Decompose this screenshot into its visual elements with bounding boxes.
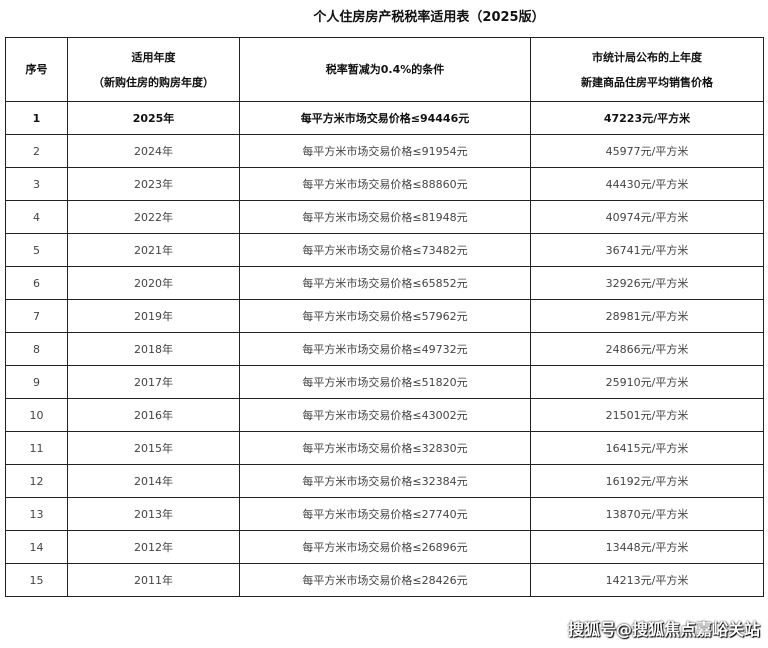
cell-price: 44430元/平方米 [530, 167, 764, 201]
cell-index: 13 [5, 497, 68, 531]
cell-price: 45977元/平方米 [530, 134, 764, 168]
table-header-row: 序号 适用年度 （新购住房的购房年度） 税率暂减为0.4%的条件 市统计局公布的上… [5, 37, 764, 102]
cell-index: 10 [5, 398, 68, 432]
cell-condition: 每平方米市场交易价格≤81948元 [239, 200, 531, 234]
cell-condition: 每平方米市场交易价格≤88860元 [239, 167, 531, 201]
header-price: 市统计局公布的上年度 新建商品住房平均销售价格 [530, 37, 764, 102]
cell-condition: 每平方米市场交易价格≤32830元 [239, 431, 531, 465]
header-year: 适用年度 （新购住房的购房年度） [67, 37, 240, 102]
cell-index: 12 [5, 464, 68, 498]
cell-condition: 每平方米市场交易价格≤49732元 [239, 332, 531, 366]
table-row: 14 2012年 每平方米市场交易价格≤26896元 13448元/平方米 [5, 530, 764, 564]
cell-condition: 每平方米市场交易价格≤43002元 [239, 398, 531, 432]
cell-index: 2 [5, 134, 68, 168]
header-price-line1: 市统计局公布的上年度 [592, 50, 702, 64]
header-year-line1: 适用年度 [131, 50, 176, 64]
cell-index: 8 [5, 332, 68, 366]
cell-condition: 每平方米市场交易价格≤65852元 [239, 266, 531, 300]
cell-index: 1 [5, 101, 68, 135]
cell-price: 13448元/平方米 [530, 530, 764, 564]
cell-price: 40974元/平方米 [530, 200, 764, 234]
page-title: 个人住房房产税税率适用表（2025版） [313, 10, 545, 25]
cell-price: 24866元/平方米 [530, 332, 764, 366]
cell-price: 36741元/平方米 [530, 233, 764, 267]
cell-index: 3 [5, 167, 68, 201]
cell-condition: 每平方米市场交易价格≤28426元 [239, 563, 531, 597]
cell-index: 5 [5, 233, 68, 267]
cell-price: 16415元/平方米 [530, 431, 764, 465]
cell-year: 2016年 [67, 398, 240, 432]
table-row: 11 2015年 每平方米市场交易价格≤32830元 16415元/平方米 [5, 431, 764, 465]
cell-year: 2011年 [67, 563, 240, 597]
cell-price: 21501元/平方米 [530, 398, 764, 432]
cell-index: 6 [5, 266, 68, 300]
cell-condition: 每平方米市场交易价格≤51820元 [239, 365, 531, 399]
cell-condition: 每平方米市场交易价格≤73482元 [239, 233, 531, 267]
cell-year: 2015年 [67, 431, 240, 465]
cell-year: 2014年 [67, 464, 240, 498]
table-row: 5 2021年 每平方米市场交易价格≤73482元 36741元/平方米 [5, 233, 764, 267]
cell-condition: 每平方米市场交易价格≤32384元 [239, 464, 531, 498]
cell-year: 2022年 [67, 200, 240, 234]
header-condition: 税率暂减为0.4%的条件 [239, 37, 531, 102]
cell-index: 9 [5, 365, 68, 399]
cell-year: 2024年 [67, 134, 240, 168]
cell-price: 14213元/平方米 [530, 563, 764, 597]
cell-year: 2021年 [67, 233, 240, 267]
cell-price: 13870元/平方米 [530, 497, 764, 531]
table-row: 6 2020年 每平方米市场交易价格≤65852元 32926元/平方米 [5, 266, 764, 300]
cell-condition: 每平方米市场交易价格≤94446元 [239, 101, 531, 135]
table-row: 2 2024年 每平方米市场交易价格≤91954元 45977元/平方米 [5, 134, 764, 168]
cell-year: 2023年 [67, 167, 240, 201]
cell-price: 25910元/平方米 [530, 365, 764, 399]
cell-condition: 每平方米市场交易价格≤26896元 [239, 530, 531, 564]
table-row: 8 2018年 每平方米市场交易价格≤49732元 24866元/平方米 [5, 332, 764, 366]
cell-price: 16192元/平方米 [530, 464, 764, 498]
cell-index: 7 [5, 299, 68, 333]
cell-price: 32926元/平方米 [530, 266, 764, 300]
header-price-line2: 新建商品住房平均销售价格 [581, 75, 713, 89]
header-index: 序号 [5, 37, 68, 102]
table-row: 12 2014年 每平方米市场交易价格≤32384元 16192元/平方米 [5, 464, 764, 498]
table-row: 10 2016年 每平方米市场交易价格≤43002元 21501元/平方米 [5, 398, 764, 432]
cell-index: 4 [5, 200, 68, 234]
cell-year: 2018年 [67, 332, 240, 366]
table-row: 7 2019年 每平方米市场交易价格≤57962元 28981元/平方米 [5, 299, 764, 333]
tax-rate-table: 序号 适用年度 （新购住房的购房年度） 税率暂减为0.4%的条件 市统计局公布的上… [5, 37, 764, 597]
table-row: 15 2011年 每平方米市场交易价格≤28426元 14213元/平方米 [5, 563, 764, 597]
cell-index: 14 [5, 530, 68, 564]
table-row: 4 2022年 每平方米市场交易价格≤81948元 40974元/平方米 [5, 200, 764, 234]
cell-index: 15 [5, 563, 68, 597]
header-year-line2: （新购住房的购房年度） [93, 75, 214, 89]
cell-condition: 每平方米市场交易价格≤57962元 [239, 299, 531, 333]
table-row: 1 2025年 每平方米市场交易价格≤94446元 47223元/平方米 [5, 101, 764, 135]
table-row: 9 2017年 每平方米市场交易价格≤51820元 25910元/平方米 [5, 365, 764, 399]
cell-year: 2017年 [67, 365, 240, 399]
table-row: 3 2023年 每平方米市场交易价格≤88860元 44430元/平方米 [5, 167, 764, 201]
watermark: 搜狐号@搜狐焦点嘉峪关站 [567, 620, 760, 639]
cell-price: 47223元/平方米 [530, 101, 764, 135]
cell-condition: 每平方米市场交易价格≤27740元 [239, 497, 531, 531]
cell-year: 2020年 [67, 266, 240, 300]
cell-year: 2019年 [67, 299, 240, 333]
cell-condition: 每平方米市场交易价格≤91954元 [239, 134, 531, 168]
cell-year: 2013年 [67, 497, 240, 531]
cell-year: 2025年 [67, 101, 240, 135]
cell-price: 28981元/平方米 [530, 299, 764, 333]
cell-year: 2012年 [67, 530, 240, 564]
cell-index: 11 [5, 431, 68, 465]
table-row: 13 2013年 每平方米市场交易价格≤27740元 13870元/平方米 [5, 497, 764, 531]
